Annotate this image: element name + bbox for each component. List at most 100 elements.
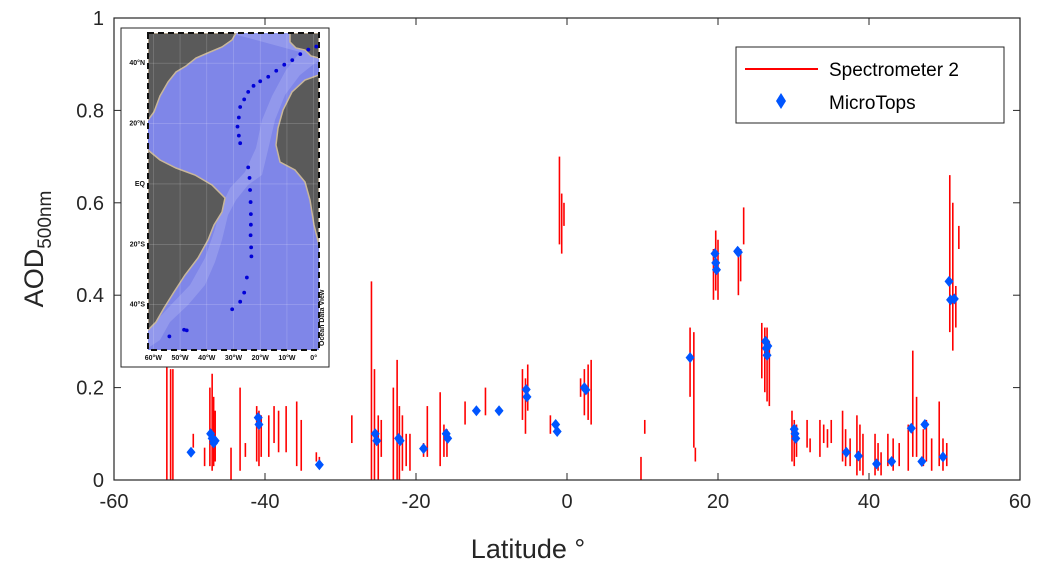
microtops-point (254, 419, 264, 431)
track-point (249, 245, 254, 250)
track-point (235, 124, 240, 129)
legend: Spectrometer 2 MicroTops (735, 46, 1005, 124)
x-axis-label: Latitude ° (471, 534, 585, 564)
map-lon-label: 50°W (171, 354, 189, 362)
microtops-point (253, 412, 263, 424)
track-point (314, 44, 319, 49)
africa (275, 74, 319, 246)
microtops-point (763, 340, 773, 352)
track-point (242, 97, 247, 102)
track-point (236, 115, 241, 120)
microtops-point (521, 383, 531, 395)
ocean-data-view-watermark: Ocean Data View (319, 289, 326, 346)
x-tick-label: 40 (858, 491, 880, 513)
track-point (251, 83, 256, 88)
track-point (258, 79, 263, 84)
legend-swatch-microtops (776, 93, 786, 109)
track-point (242, 290, 247, 295)
microtops-point (395, 435, 405, 447)
microtops-point (906, 422, 916, 434)
y-tick-label: 0 (93, 470, 104, 492)
microtops-point (581, 384, 591, 396)
track-point (248, 188, 252, 192)
x-tick-label: 0 (561, 491, 572, 513)
map-lat-label: EQ (135, 181, 146, 188)
track-point (290, 58, 295, 63)
track-point (230, 307, 235, 312)
map-lon-label: 60°W (145, 354, 163, 362)
track-point (248, 222, 253, 227)
microtops-point (685, 352, 695, 364)
y-tick-label: 0.8 (76, 100, 104, 122)
track-point (238, 105, 243, 109)
microtops-point (494, 405, 504, 417)
map-lon-label: 30°W (225, 354, 243, 362)
track-point (282, 62, 287, 67)
track-point (306, 47, 311, 52)
map-lon-label: 20°W (252, 354, 270, 362)
y-tick-label: 0.2 (76, 378, 104, 400)
microtops-point (471, 405, 481, 417)
map-lat-label: 40°S (130, 301, 146, 309)
map-lon-label: 10°W (278, 354, 296, 362)
map-lon-label: 40°W (198, 354, 216, 362)
inset-map: 40°N 20°N EQ 20°S 40°S 60°W 50°W 40°W 30°W 20°W 10… (120, 27, 330, 368)
track-point (182, 327, 186, 332)
map-lat-label: 20°N (129, 120, 145, 128)
x-tick-label: 60 (1009, 491, 1031, 513)
microtops-point (552, 425, 562, 437)
legend-box (735, 46, 1005, 124)
microtops-point (887, 456, 897, 468)
x-tick-label: -20 (402, 491, 431, 513)
y-axis-label: AOD500nm (19, 191, 56, 308)
track-point (244, 275, 249, 280)
x-tick-label: 20 (707, 491, 729, 513)
spectrometer-2-series (166, 156, 960, 480)
track-point (238, 141, 243, 146)
map-lat-label: 40°N (129, 59, 145, 67)
map-lon-label: 0° (310, 354, 317, 362)
microtops-point (711, 257, 721, 269)
microtops-point (186, 446, 196, 458)
microtops-point (419, 443, 429, 455)
track-point (167, 334, 172, 339)
track-point (266, 74, 271, 79)
europe (289, 33, 319, 59)
track-point (249, 254, 254, 259)
microtops-series (186, 245, 959, 471)
y-axis: 0 0.2 0.4 0.6 0.8 1 (76, 8, 1020, 492)
microtops-point (372, 435, 382, 447)
track-point (274, 68, 279, 73)
x-tick-label: -40 (251, 491, 280, 513)
microtops-point (443, 432, 453, 444)
microtops-point (762, 349, 772, 361)
microtops-point (938, 451, 948, 463)
track-point (246, 165, 251, 170)
legend-label-spectrometer: Spectrometer 2 (829, 60, 959, 81)
track-point (248, 212, 253, 217)
south-america (148, 149, 226, 332)
microtops-point (944, 275, 954, 287)
mid-ocean-ridge (148, 33, 319, 348)
microtops-point (920, 419, 930, 431)
cruise-track (167, 44, 319, 339)
track-point (298, 52, 303, 57)
map-lat-label: 20°S (130, 240, 146, 248)
microtops-point (314, 459, 324, 471)
y-tick-label: 0.6 (76, 193, 104, 215)
map-border (147, 32, 320, 351)
y-axis-label-main: AOD (19, 249, 49, 308)
microtops-point (711, 264, 721, 276)
track-point (238, 299, 243, 304)
y-tick-label: 0.4 (76, 285, 104, 307)
microtops-point (917, 456, 927, 468)
track-point (236, 133, 241, 138)
microtops-point (210, 435, 220, 447)
legend-label-microtops: MicroTops (829, 93, 916, 114)
track-point (248, 200, 253, 204)
microtops-point (841, 446, 851, 458)
track-point (246, 89, 251, 94)
microtops-point (710, 248, 720, 260)
x-tick-label: -60 (100, 491, 129, 513)
